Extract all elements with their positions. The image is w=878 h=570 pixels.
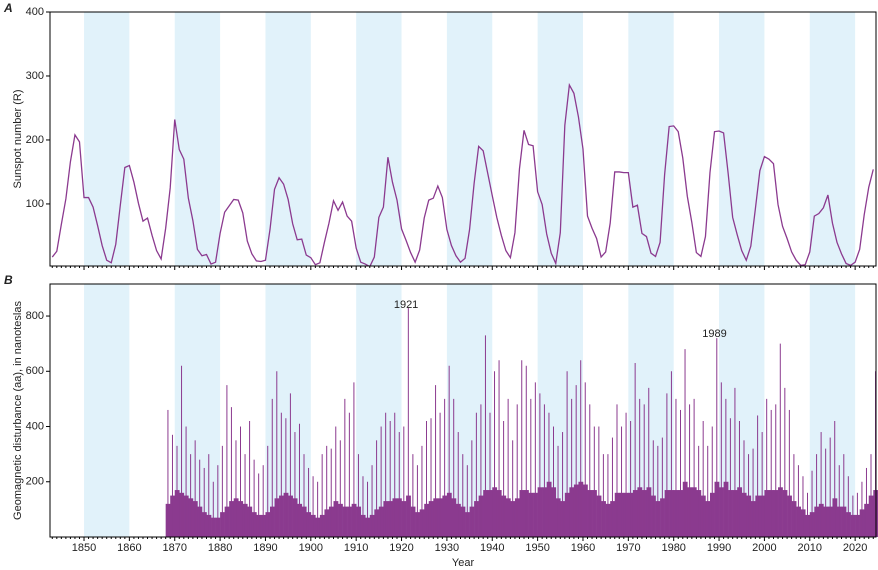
plot-frame [49,11,877,267]
x-tick-label: 1930 [435,542,459,554]
x-tick-label: 1900 [299,542,323,554]
y-tick-label: 200 [26,134,44,146]
x-tick-label: 1850 [72,542,96,554]
x-tick-label: 1920 [389,542,413,554]
shaded-span [84,284,130,537]
x-tick-label: 1940 [480,542,504,554]
x-tick-label: 1870 [162,542,186,554]
shaded-span [719,12,765,266]
y-tick-label: 300 [26,70,44,82]
panel-label: B [4,273,13,287]
shaded-span [809,284,856,537]
shaded-span [809,12,856,266]
shaded-span [628,12,674,266]
x-tick-label: 1910 [344,542,368,554]
y-tick-label: 400 [26,420,44,432]
y-tick-label: 400 [26,6,44,18]
y-tick-label: 800 [26,310,44,322]
x-tick-label: 2020 [843,542,867,554]
annotation: 1921 [394,299,418,311]
x-tick-label: 1950 [525,542,549,554]
y-tick-label: 600 [26,365,44,377]
plot-frame [49,283,877,538]
x-tick-label: 1980 [661,542,685,554]
x-tick-label: 1860 [117,542,141,554]
x-tick-label: 1970 [616,542,640,554]
x-tick-label: 1890 [253,542,277,554]
x-axis-title: Year [452,557,475,569]
y-axis-title: Geomagnetic disturbance (aa), in nanotes… [12,301,24,520]
shaded-span [84,12,130,266]
shaded-span [356,12,402,266]
y-tick-label: 200 [26,476,44,488]
x-tick-label: 2000 [752,542,776,554]
sunspot-line [51,82,874,266]
x-tick-label: 1990 [707,542,731,554]
shaded-span [174,12,221,266]
panel-label: A [3,1,13,15]
annotation: 1989 [702,328,726,340]
x-tick-label: 1880 [208,542,232,554]
shaded-span [265,12,311,266]
y-axis-title: Sunspot number (R) [12,89,24,188]
y-tick-label: 100 [26,198,44,210]
x-tick-label: 1960 [571,542,595,554]
shaded-span [356,284,402,537]
x-tick-label: 2010 [798,542,822,554]
